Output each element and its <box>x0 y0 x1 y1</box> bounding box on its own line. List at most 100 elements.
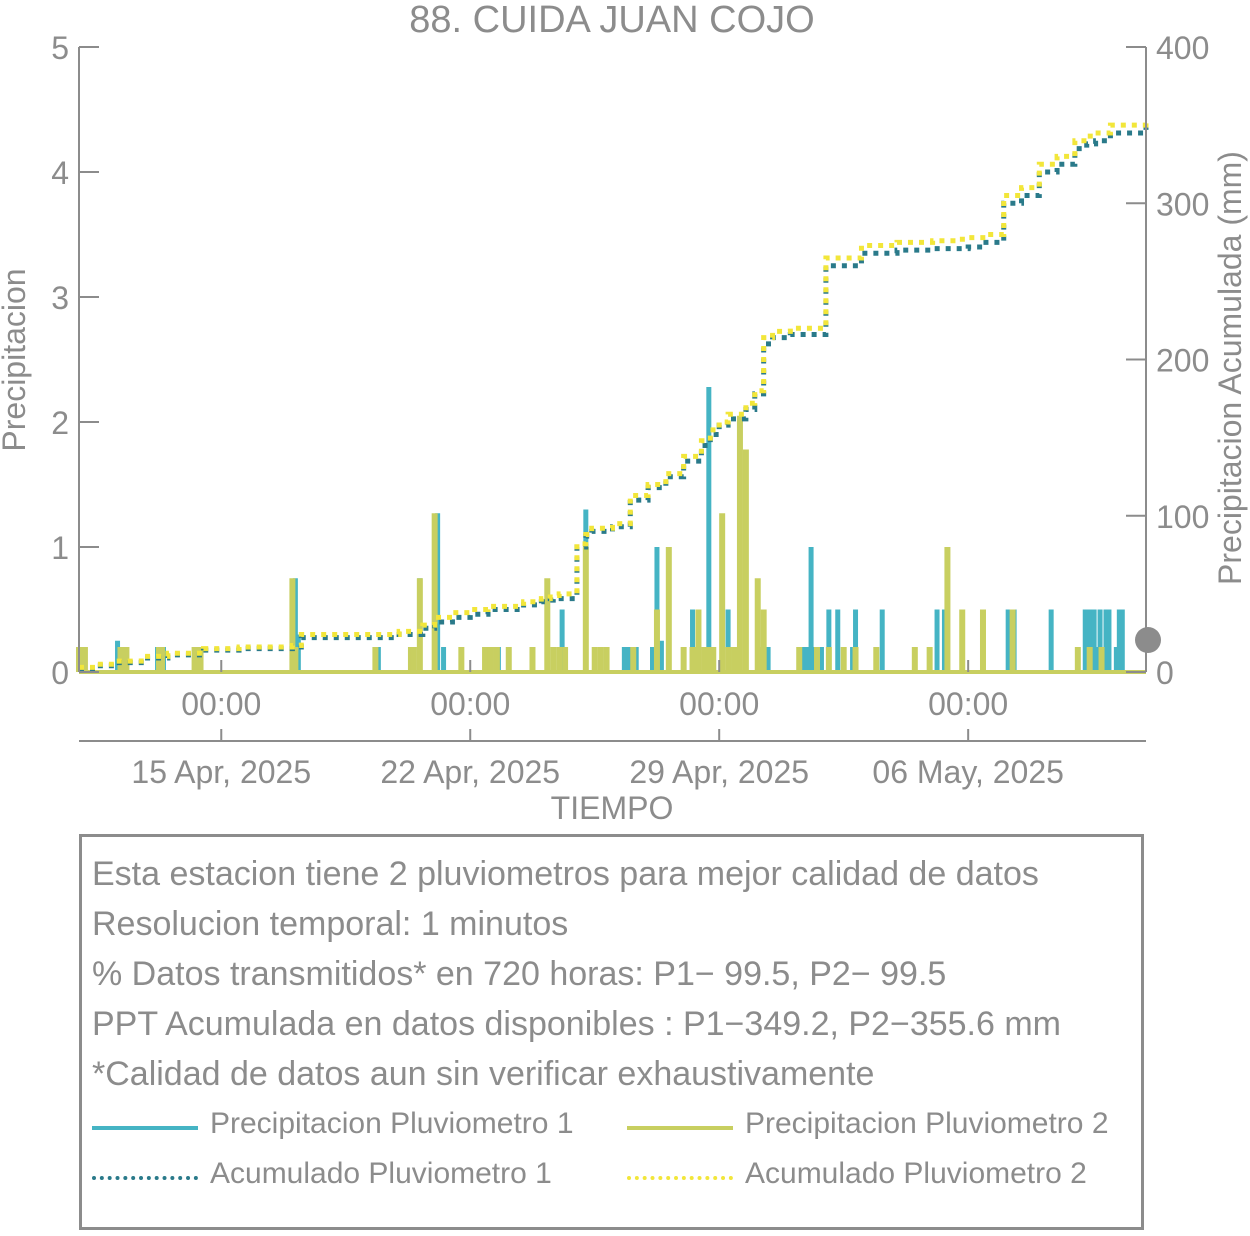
p2-bar-52 <box>840 647 847 672</box>
x-tick-time-label-1: 00:00 <box>430 686 510 722</box>
p2-bar-32 <box>653 609 660 672</box>
p2-bar-34 <box>680 647 687 672</box>
p1-bar-36 <box>808 547 814 672</box>
p1-bar-44 <box>879 609 885 672</box>
legend-label-p1: Precipitacion Pluviometro 1 <box>210 1107 574 1140</box>
p1-bar-60 <box>1113 647 1119 672</box>
x-axis-label: TIEMPO <box>551 790 674 826</box>
legend-swatch-p1 <box>92 1126 198 1130</box>
p1-bar-43 <box>853 609 859 672</box>
p2-bar-61 <box>1074 647 1081 672</box>
p2-bar-50 <box>814 647 821 672</box>
p2-bar-30 <box>603 647 610 672</box>
y2-tick-label-0: 0 <box>1156 655 1174 691</box>
y2-axis-label: Precipitacion Acumulada (mm) <box>1212 151 1248 585</box>
p1-bar-26 <box>658 640 664 672</box>
p2-bar-45 <box>754 578 761 672</box>
y-tick-label-3: 3 <box>51 280 69 316</box>
p2-bar-56 <box>926 647 933 672</box>
p2-bar-21 <box>505 647 512 672</box>
p2-bar-37 <box>701 647 708 672</box>
chart-axes: 0 1 2 3 4 5 0 100 200 300 400 00:00 15 Apr, 2025 00:0… <box>51 30 1209 790</box>
info-box: Esta estacion tiene 2 pluviometros para … <box>79 834 1144 1230</box>
p2-bar-17 <box>458 647 465 672</box>
p2-bar-19 <box>487 647 494 672</box>
p2-bar-2 <box>81 647 88 672</box>
p1-bar-59 <box>1106 609 1112 672</box>
p1-bar-58 <box>1103 609 1109 672</box>
p2-bar-23 <box>544 578 551 672</box>
line-acumulado-1 <box>79 125 1149 672</box>
legend-swatch-p2 <box>627 1126 733 1130</box>
p2-bar-58 <box>959 609 966 672</box>
y-tick-label-5: 5 <box>51 30 69 66</box>
p2-bar-25 <box>556 647 563 672</box>
p2-bar-63 <box>1098 647 1105 672</box>
p1-bar-17 <box>559 609 565 672</box>
p1-bar-14 <box>441 647 447 672</box>
x-tick-date-label-2: 29 Apr, 2025 <box>629 754 809 790</box>
precipitation-chart: 88. CUIDA JUAN COJO Precipitacion Precip… <box>0 0 1248 826</box>
p1-bar-53 <box>1088 609 1094 672</box>
y2-tick-label-1: 100 <box>1156 499 1209 535</box>
y-axis-label: Precipitacion <box>0 268 32 451</box>
p2-bar-31 <box>630 647 637 672</box>
p2-bar-24 <box>550 647 557 672</box>
p2-bar-27 <box>582 547 589 672</box>
p2-bar-40 <box>719 513 726 672</box>
p2-bar-26 <box>562 647 569 672</box>
p2-bar-16 <box>431 513 438 672</box>
p2-bar-49 <box>796 647 803 672</box>
legend-item-acc2: Acumulado Pluviometro 2 <box>627 1157 1137 1197</box>
p1-bar-54 <box>1091 609 1097 672</box>
p1-bar-61 <box>1116 609 1122 672</box>
y-tick-label-2: 2 <box>51 405 69 441</box>
p1-bar-29 <box>725 609 731 672</box>
p2-bar-42 <box>731 647 738 672</box>
p2-bar-12 <box>372 647 379 672</box>
p1-bar-52 <box>1085 609 1091 672</box>
p1-bar-19 <box>621 647 627 672</box>
p2-bar-54 <box>873 647 880 672</box>
y2-tick-label-3: 300 <box>1156 186 1209 222</box>
y-tick-label-4: 4 <box>51 155 69 191</box>
p1-bar-35 <box>804 647 810 672</box>
legend-label-acc1: Acumulado Pluviometro 1 <box>210 1157 552 1190</box>
p2-bar-15 <box>416 578 423 672</box>
chart-title: 88. CUIDA JUAN COJO <box>409 0 814 41</box>
accumulated-lines <box>79 117 1149 672</box>
x-tick-date-label-3: 06 May, 2025 <box>872 754 1064 790</box>
p2-bar-28 <box>591 647 598 672</box>
info-line-quality: *Calidad de datos aun sin verificar exha… <box>92 1055 875 1093</box>
p2-bar-20 <box>493 647 500 672</box>
y2-tick-label-4: 400 <box>1156 30 1209 66</box>
p2-bar-10 <box>289 578 296 672</box>
p1-bar-62 <box>1119 609 1125 672</box>
legend-swatch-acc2 <box>627 1176 733 1180</box>
legend-label-acc2: Acumulado Pluviometro 2 <box>745 1157 1087 1190</box>
p1-bar-55 <box>1094 647 1100 672</box>
info-line-transmitted: % Datos transmitidos* en 720 horas: P1− … <box>92 955 947 993</box>
p2-bar-57 <box>944 547 951 672</box>
p2-bar-39 <box>710 647 717 672</box>
p1-bar-27 <box>690 609 696 672</box>
y2-tick-label-2: 200 <box>1156 343 1209 379</box>
info-line-resolution: Resolucion temporal: 1 minutos <box>92 905 569 943</box>
p2-bar-33 <box>665 547 672 672</box>
line-acumulado-2 <box>79 117 1149 670</box>
x-tick-date-label-0: 15 Apr, 2025 <box>131 754 311 790</box>
p1-bar-40 <box>826 609 832 672</box>
y-tick-label-0: 0 <box>51 655 69 691</box>
bars-pluviometro-2 <box>76 415 1146 674</box>
x-tick-time-label-0: 00:00 <box>181 686 261 722</box>
legend-label-p2: Precipitacion Pluviometro 2 <box>745 1107 1109 1140</box>
p1-bar-28 <box>706 387 712 672</box>
p2-bar-43 <box>736 415 743 672</box>
p2-bar-44 <box>742 449 749 672</box>
scroll-handle-icon[interactable] <box>1135 627 1161 653</box>
p1-bar-50 <box>1048 609 1054 672</box>
legend-item-acc1: Acumulado Pluviometro 1 <box>92 1157 592 1197</box>
p2-bar-22 <box>529 647 536 672</box>
p2-bar-29 <box>597 647 604 672</box>
p2-bar-14 <box>410 647 417 672</box>
